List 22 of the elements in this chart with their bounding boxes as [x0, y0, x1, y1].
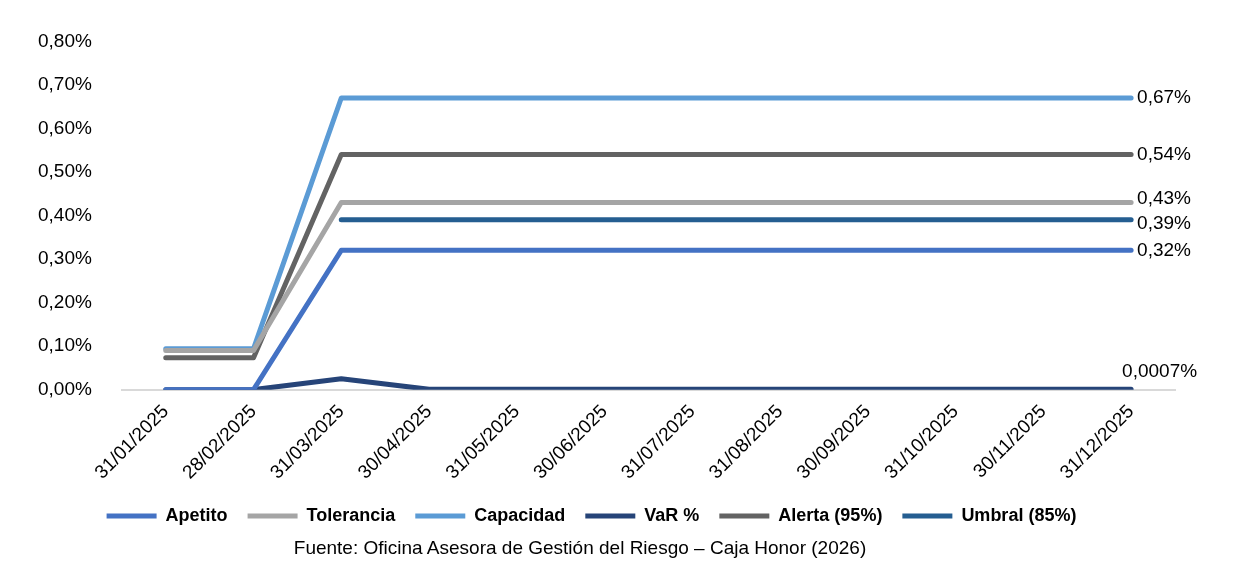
data-label: 0,43%	[1137, 186, 1192, 208]
legend-label: Tolerancia	[306, 504, 397, 525]
y-tick-label: 0,80%	[38, 29, 92, 51]
data-label: 0,0007%	[1122, 360, 1198, 382]
y-tick-label: 0,10%	[38, 334, 92, 356]
y-tick-label: 0,00%	[38, 377, 92, 399]
y-tick-label: 0,20%	[38, 290, 92, 312]
data-label: 0,32%	[1137, 238, 1192, 260]
legend-label: Apetito	[165, 504, 228, 525]
legend-label: Umbral (85%)	[961, 504, 1077, 525]
data-label: 0,39%	[1137, 212, 1192, 234]
legend-label: VaR %	[644, 504, 700, 525]
data-label: 0,54%	[1137, 142, 1192, 164]
y-tick-label: 0,60%	[38, 116, 92, 138]
y-tick-label: 0,70%	[38, 73, 92, 95]
data-label: 0,67%	[1137, 86, 1192, 108]
source-note: Fuente: Oficina Asesora de Gestión del Riesgo – Caja Honor (2026)	[292, 537, 868, 559]
y-tick-label: 0,40%	[38, 203, 92, 225]
y-tick-label: 0,30%	[38, 247, 92, 269]
y-tick-label: 0,50%	[38, 160, 92, 182]
legend-label: Capacidad	[474, 504, 566, 525]
legend-label: Alerta (95%)	[778, 504, 883, 525]
